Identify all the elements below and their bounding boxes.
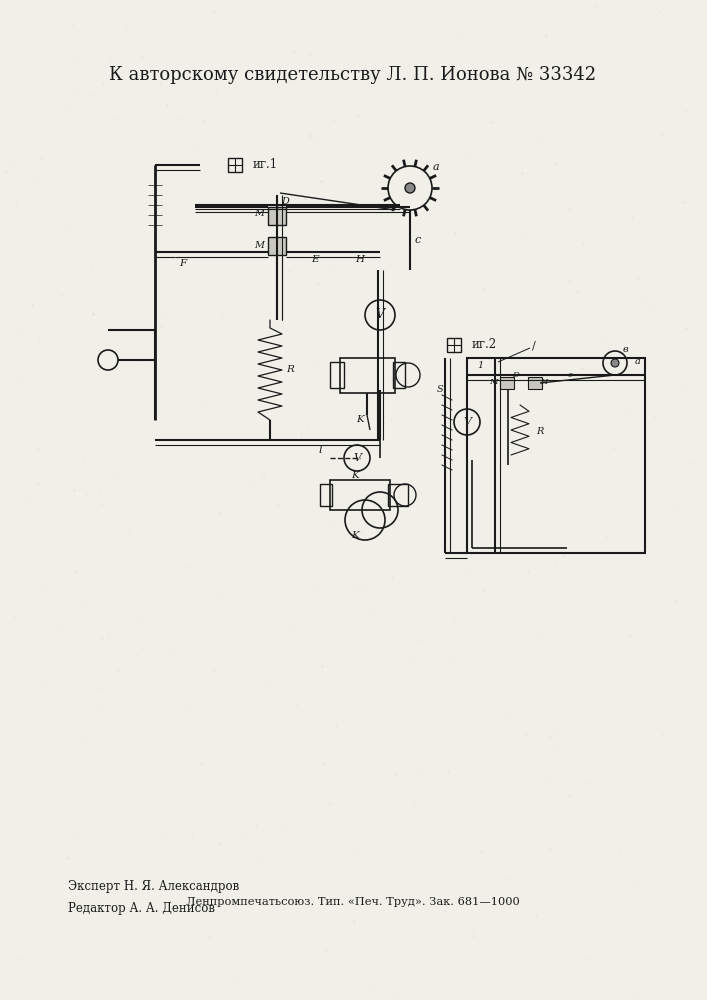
Bar [268, 207, 286, 225]
Text: K: K [351, 530, 359, 540]
Text: V: V [353, 453, 361, 463]
Text: R: R [286, 365, 294, 374]
Bar [388, 484, 408, 506]
Text: R: R [537, 428, 544, 436]
Text: M: M [254, 240, 264, 249]
Text: V: V [463, 417, 471, 427]
Bar [320, 484, 332, 506]
Text: V: V [375, 308, 385, 322]
Bar [330, 480, 390, 510]
Text: с: с [415, 235, 421, 245]
Text: H: H [356, 255, 365, 264]
Text: К авторскому свидетельству Л. П. Ионова № 33342: К авторскому свидетельству Л. П. Ионова … [110, 66, 597, 84]
Text: l: l [318, 445, 322, 455]
Text: в: в [622, 346, 628, 355]
Text: K: K [351, 471, 359, 480]
Text: иг.1: иг.1 [253, 158, 278, 172]
Text: S: S [437, 385, 443, 394]
Bar [340, 358, 395, 393]
Text: а: а [635, 358, 641, 366]
Bar [330, 362, 344, 388]
Text: c: c [568, 371, 573, 379]
Text: а: а [433, 162, 439, 172]
Text: Ленпромпечатьсоюз. Тип. «Печ. Труд». Зак. 681—1000: Ленпромпечатьсоюз. Тип. «Печ. Труд». Зак… [186, 897, 520, 907]
Circle shape [611, 359, 619, 367]
Bar [393, 362, 405, 388]
Text: Эксперт Н. Я. Александров
Редактор А. А. Денисов: Эксперт Н. Я. Александров Редактор А. А.… [68, 880, 239, 915]
Bar [500, 377, 514, 389]
Text: M: M [489, 378, 497, 386]
Bar [447, 338, 461, 352]
Text: D: D [281, 198, 289, 207]
Text: /: / [532, 341, 536, 351]
Text: K: K [356, 416, 364, 424]
Bar [268, 237, 286, 255]
Text: E: E [311, 255, 319, 264]
Bar [228, 158, 242, 172]
Text: M: M [254, 209, 264, 218]
Text: F: F [180, 258, 187, 267]
Circle shape [405, 183, 415, 193]
Bar [467, 358, 645, 553]
Text: H: H [540, 378, 548, 386]
Text: иг.2: иг.2 [472, 338, 497, 352]
Text: D: D [513, 371, 520, 379]
Bar [528, 377, 542, 389]
Text: 1: 1 [477, 360, 483, 369]
